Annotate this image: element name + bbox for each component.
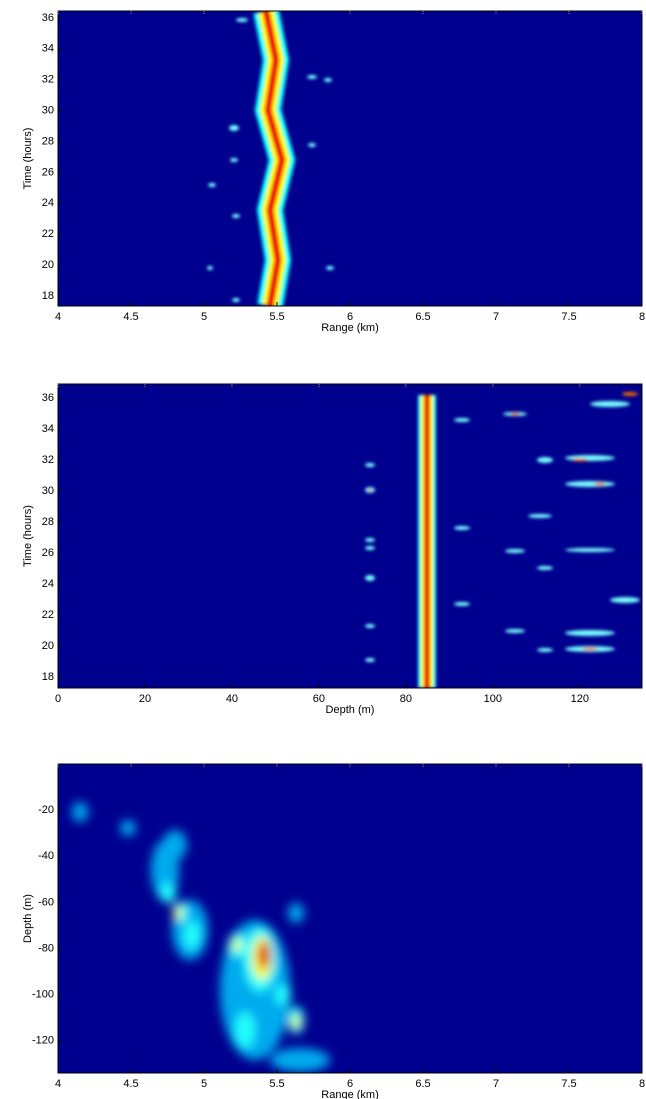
x-tick-label: 6 xyxy=(347,1078,353,1090)
y-tick-label: 26 xyxy=(42,166,54,178)
y-tick-label: 28 xyxy=(42,516,54,528)
feature-dots xyxy=(365,401,640,662)
x-tick-label: 5 xyxy=(201,311,207,323)
x-tick-label: 8 xyxy=(639,1078,645,1090)
y-tick-label: 18 xyxy=(42,290,54,302)
y-tick-label: -80 xyxy=(38,942,54,954)
x-tick-label: 4 xyxy=(55,1078,61,1090)
x-tick-label: 120 xyxy=(571,693,589,705)
y-tick-label: 34 xyxy=(42,43,54,55)
heatmap-features xyxy=(365,392,640,688)
x-tick-label: 4 xyxy=(55,311,61,323)
y-tick-label: 18 xyxy=(42,671,54,683)
heatmap-features xyxy=(207,11,334,306)
y-axis-label: Time (hours) xyxy=(22,505,34,567)
feature-peak xyxy=(258,941,270,969)
y-tick-label: 36 xyxy=(42,392,54,404)
x-tick-label: 4.5 xyxy=(123,311,138,323)
y-tick-label: -20 xyxy=(38,804,54,816)
y-tick-label: 20 xyxy=(42,640,54,652)
y-tick-label: -120 xyxy=(32,1035,54,1047)
y-tick-label: -40 xyxy=(38,850,54,862)
x-tick-label: 7 xyxy=(493,1078,499,1090)
feature xyxy=(424,395,430,688)
x-tick-label: 5 xyxy=(201,1078,207,1090)
y-tick-label: -100 xyxy=(32,989,54,1001)
y-tick-label: 36 xyxy=(42,12,54,24)
y-tick-label: 30 xyxy=(42,105,54,117)
x-tick-label: 100 xyxy=(484,693,502,705)
y-tick-label: 32 xyxy=(42,74,54,86)
x-axis-label: Depth (m) xyxy=(326,704,375,716)
y-tick-label: 24 xyxy=(42,578,54,590)
axes: 4 4.5 5 5.5 6 6.5 7 7.5 8 18 20 22 24 26 28 30 32 34 36 Ran… xyxy=(22,10,645,1099)
y-tick-label: 22 xyxy=(42,609,54,621)
x-tick-label: 6 xyxy=(347,311,353,323)
plot-background xyxy=(58,11,642,306)
y-axis-label: Depth (m) xyxy=(22,894,34,943)
y-tick-label: 34 xyxy=(42,423,54,435)
y-tick-label: 22 xyxy=(42,228,54,240)
x-tick-label: 7.5 xyxy=(561,1078,576,1090)
y-tick-label: 32 xyxy=(42,454,54,466)
x-tick-label: 7.5 xyxy=(561,311,576,323)
x-tick-label: 80 xyxy=(400,693,412,705)
plot-frame xyxy=(57,383,643,689)
heatmap-features xyxy=(72,802,330,1072)
x-tick-label: 60 xyxy=(313,693,325,705)
x-tick-label: 5.5 xyxy=(269,1078,284,1090)
backgrounds xyxy=(58,11,642,1073)
x-tick-label: 5.5 xyxy=(269,311,284,323)
y-tick-label: 26 xyxy=(42,547,54,559)
x-tick-label: 40 xyxy=(226,693,238,705)
feature-dots xyxy=(368,392,638,651)
feature-dots xyxy=(207,18,334,302)
y-tick-label: 30 xyxy=(42,485,54,497)
x-tick-label: 6.5 xyxy=(415,311,430,323)
plot-background xyxy=(58,764,642,1073)
feature xyxy=(262,11,286,306)
x-tick-label: 8 xyxy=(639,311,645,323)
x-axis-label: Range (km) xyxy=(321,322,378,334)
plot-background xyxy=(58,384,642,688)
y-axis-label: Time (hours) xyxy=(22,128,34,190)
x-tick-label: 20 xyxy=(139,693,151,705)
y-tick-label: 20 xyxy=(42,259,54,271)
y-tick-label: -60 xyxy=(38,896,54,908)
x-tick-label: 7 xyxy=(493,311,499,323)
x-tick-label: 0 xyxy=(55,693,61,705)
y-tick-label: 24 xyxy=(42,197,54,209)
x-tick-label: 4.5 xyxy=(123,1078,138,1090)
x-tick-label: 6.5 xyxy=(415,1078,430,1090)
y-tick-label: 28 xyxy=(42,135,54,147)
x-axis-label: Range (km) xyxy=(321,1089,378,1099)
